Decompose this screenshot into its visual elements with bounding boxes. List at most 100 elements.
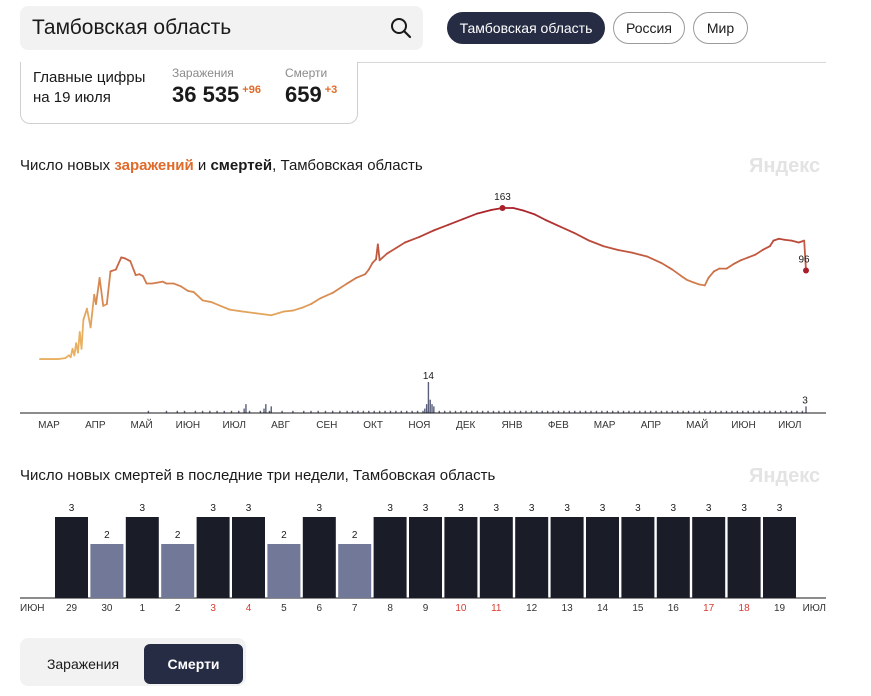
infections-line-segment	[82, 307, 88, 321]
deaths-bar	[693, 410, 695, 413]
region-button-world[interactable]: Мир	[693, 12, 748, 44]
deaths-bar	[263, 408, 265, 413]
deaths-bar	[769, 410, 771, 413]
deaths-day-bar	[763, 517, 796, 598]
deaths-day-bar	[373, 517, 407, 598]
infections-line-segment	[98, 277, 105, 307]
x-tick-day: 7	[352, 603, 358, 614]
infections-line-segment	[156, 280, 164, 284]
deaths-day-bar	[232, 517, 265, 598]
deaths-bar	[449, 410, 451, 413]
bar-value-label: 3	[494, 503, 500, 514]
infections-line-segment	[270, 310, 285, 317]
deaths-bar	[731, 410, 733, 413]
infections-line-segment	[693, 281, 701, 286]
infections-line-segment	[301, 303, 312, 309]
deaths-bar	[601, 410, 603, 413]
x-tick-day: 2	[175, 603, 181, 614]
deaths-bar	[346, 410, 348, 413]
infections-line-segment	[732, 259, 742, 265]
tab-infections[interactable]: Заражения	[46, 656, 120, 672]
deaths-bar	[317, 410, 319, 413]
deaths-bar	[660, 410, 663, 413]
x-tick-month: МАЙ	[131, 418, 153, 431]
x-tick-month: АПР	[641, 420, 662, 431]
deaths-bar	[324, 410, 327, 413]
deaths-bar	[368, 410, 370, 413]
x-tick-month: АВГ	[271, 420, 290, 431]
deaths-bar	[557, 410, 560, 413]
search-input[interactable]: Тамбовская область	[32, 16, 232, 39]
infections-line-segment	[761, 245, 771, 251]
deaths-bar	[758, 410, 760, 413]
deaths-bar	[431, 404, 433, 413]
deaths-bar	[427, 382, 430, 413]
x-edge-label-end: ИЮЛ	[803, 603, 826, 614]
deaths-bar	[357, 410, 359, 413]
x-tick-month: ИЮН	[176, 420, 201, 431]
x-tick-day: 6	[317, 603, 323, 614]
infections-line-segment	[707, 270, 715, 279]
x-tick-day: 19	[774, 603, 786, 614]
x-tick-day: 12	[526, 603, 538, 614]
x-tick-day: 9	[423, 603, 429, 614]
region-button-russia[interactable]: Россия	[613, 12, 685, 44]
deaths-day-bar	[550, 517, 584, 598]
infections-line-segment	[523, 209, 536, 216]
infections-last-marker	[803, 267, 809, 274]
deaths-bar	[422, 410, 424, 413]
deaths-bar	[628, 410, 630, 413]
deaths-day-bar	[302, 517, 336, 598]
infections-line-segment	[129, 260, 137, 277]
region-button-tambov[interactable]: Тамбовская область	[447, 12, 605, 44]
deaths-bar	[649, 410, 652, 413]
x-tick-month: ИЮЛ	[222, 420, 245, 431]
infections-line-segment	[187, 290, 195, 293]
summary-title-line1: Главные цифры	[33, 69, 146, 86]
summary-deaths: Смерти 659 +3	[285, 66, 337, 108]
deaths-bar	[425, 404, 428, 413]
infections-line-segment	[219, 305, 231, 311]
cases-number: 36 535	[172, 82, 240, 107]
infections-line-segment	[602, 245, 620, 251]
deaths-bar	[801, 410, 804, 413]
deaths-bar	[339, 410, 341, 413]
infections-line-segment	[57, 357, 67, 360]
infections-line-segment	[680, 275, 688, 281]
bar-value-label: 3	[423, 503, 429, 514]
deaths-delta: +3	[324, 84, 338, 96]
infections-line-segment	[631, 251, 648, 258]
chart1-title-suffix: , Тамбовская область	[272, 157, 423, 174]
tab-deaths[interactable]: Смерти	[144, 644, 243, 684]
deaths-bar	[270, 406, 272, 413]
deaths-bar	[541, 410, 543, 413]
deaths-bar	[639, 410, 641, 413]
deaths-bar	[536, 410, 538, 413]
x-tick-day: 5	[281, 603, 287, 614]
deaths-day-bar	[479, 517, 513, 598]
deaths-bar	[579, 410, 581, 413]
infections-line-segment	[241, 310, 258, 315]
deaths-bar	[617, 410, 619, 413]
deaths-bar	[611, 410, 614, 413]
yandex-watermark-2: Яндекс	[749, 465, 821, 487]
deaths-bar	[546, 410, 549, 413]
infections-line-segment	[367, 262, 374, 271]
deaths-bar	[245, 404, 247, 413]
infections-line-segment	[754, 249, 764, 256]
deaths-bar	[362, 410, 365, 413]
infections-line-segment	[80, 319, 85, 350]
deaths-bar	[395, 410, 397, 413]
search-icon[interactable]	[389, 16, 413, 40]
x-tick-day: 1	[140, 603, 146, 614]
metric-tabs: Заражения Смерти	[20, 638, 246, 686]
deaths-value: 659 +3	[285, 82, 337, 108]
infections-line-segment	[476, 208, 493, 215]
deaths-bar	[584, 410, 587, 413]
deaths-bar	[568, 410, 571, 413]
deaths-bar	[460, 410, 462, 413]
chart1-title-prefix: Число новых	[20, 157, 115, 174]
deaths-bar	[424, 408, 426, 413]
search-bar[interactable]: Тамбовская область	[20, 6, 423, 50]
infections-line-segment	[778, 237, 786, 241]
